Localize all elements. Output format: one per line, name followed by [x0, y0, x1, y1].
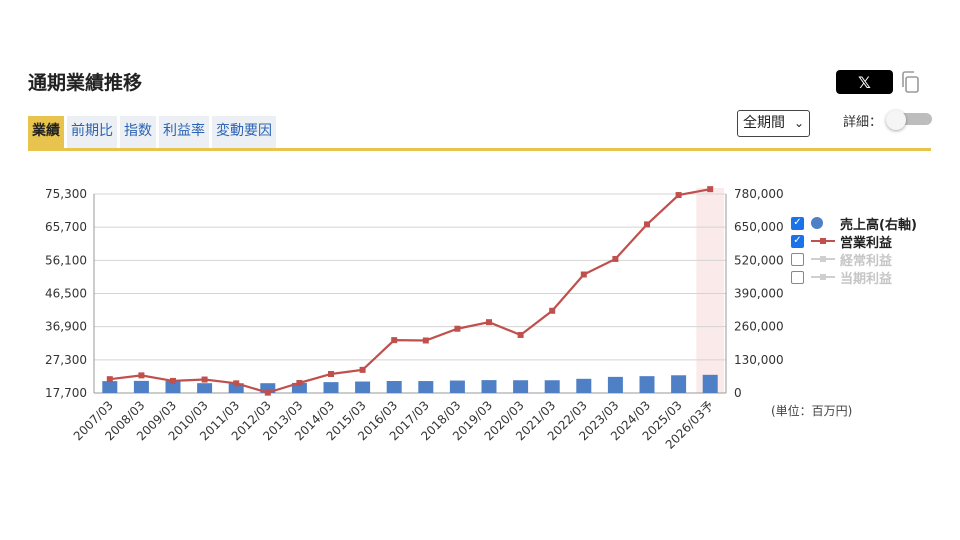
- left-axis-tick-label: 36,900: [45, 320, 87, 334]
- operating-profit-point: [422, 337, 429, 344]
- operating-profit-point: [359, 366, 366, 373]
- sales-bar: [355, 381, 371, 393]
- legend-label: 営業利益: [840, 235, 893, 251]
- operating-profit-point: [486, 319, 492, 326]
- circle-marker-icon: [811, 217, 823, 229]
- sales-bar: [576, 378, 592, 393]
- forecast-highlight: [696, 188, 724, 393]
- chart-legend: ✓ 売上高(右軸) ✓ 営業利益 経常利益 当期利益: [791, 214, 917, 287]
- operating-profit-point: [264, 389, 271, 396]
- sales-bar: [513, 380, 529, 393]
- operating-profit-point: [391, 337, 398, 344]
- share-x-button[interactable]: 𝕏: [836, 70, 893, 94]
- operating-profit-point: [170, 377, 176, 384]
- sales-bar: [418, 381, 434, 393]
- legend-label: 売上高(右軸): [840, 217, 917, 233]
- operating-profit-point: [138, 372, 145, 379]
- operating-profit-point: [296, 379, 303, 386]
- left-axis-tick-label: 46,500: [45, 287, 87, 301]
- right-axis-tick-label: 520,000: [734, 253, 784, 267]
- tab-shisu[interactable]: 指数: [120, 116, 156, 148]
- sales-bar: [671, 375, 687, 393]
- operating-profit-line: [109, 188, 711, 394]
- operating-profit-point: [675, 192, 682, 199]
- sales-bar: [449, 380, 465, 393]
- line-marker-icon: [811, 274, 835, 280]
- page-title: 通期業績推移: [28, 72, 143, 94]
- sales-bar: [133, 380, 149, 393]
- x-logo-icon: 𝕏: [858, 72, 871, 92]
- operating-profit-point: [580, 271, 587, 278]
- view-tabs: 業績 前期比 指数 利益率 変動要因: [28, 116, 279, 148]
- sales-bar: [102, 381, 118, 393]
- sales-bar: [291, 382, 307, 393]
- right-axis-tick-label: 780,000: [734, 187, 784, 201]
- sales-bar: [544, 380, 560, 393]
- right-axis-tick-label: 0: [734, 386, 742, 400]
- legend-item-operating-profit[interactable]: ✓ 営業利益: [791, 232, 917, 251]
- tab-hendo-yoin[interactable]: 変動要因: [212, 116, 276, 148]
- toggle-knob: [886, 110, 906, 130]
- detail-label: 詳細：: [843, 115, 883, 130]
- sales-bar: [260, 383, 276, 393]
- legend-checkbox-ordinary-profit[interactable]: [791, 252, 804, 266]
- operating-profit-point: [549, 307, 556, 314]
- sales-bar: [639, 376, 655, 393]
- sales-bar: [323, 382, 339, 393]
- right-axis-tick-label: 130,000: [734, 353, 784, 367]
- sales-bar: [197, 383, 213, 393]
- operating-profit-point: [517, 331, 524, 338]
- detail-toggle[interactable]: [886, 110, 932, 130]
- legend-label: 当期利益: [840, 271, 893, 287]
- left-axis-tick-label: 17,700: [45, 386, 87, 400]
- sales-bar: [386, 381, 402, 393]
- legend-item-ordinary-profit[interactable]: 経常利益: [791, 250, 917, 269]
- sales-bar: [228, 383, 244, 393]
- legend-item-sales[interactable]: ✓ 売上高(右軸): [791, 214, 917, 233]
- sales-bar: [481, 380, 497, 393]
- operating-profit-point: [233, 380, 240, 387]
- tab-riekiritsu[interactable]: 利益率: [159, 116, 209, 148]
- legend-checkbox-net-profit[interactable]: [791, 270, 804, 284]
- chevron-down-icon: ⌄: [793, 116, 804, 130]
- operating-profit-point: [612, 255, 619, 262]
- operating-profit-point: [644, 221, 650, 228]
- left-axis-tick-label: 75,300: [45, 187, 87, 201]
- period-select[interactable]: 全期間 ⌄: [737, 110, 810, 137]
- legend-checkbox-sales[interactable]: ✓: [791, 216, 804, 230]
- operating-profit-point: [328, 370, 334, 377]
- operating-profit-point: [454, 325, 461, 332]
- sales-bar: [702, 374, 718, 393]
- right-axis-tick-label: 650,000: [734, 220, 784, 234]
- legend-checkbox-operating-profit[interactable]: ✓: [791, 234, 804, 248]
- right-axis-tick-label: 260,000: [734, 320, 784, 334]
- operating-profit-point: [201, 376, 208, 383]
- right-axis-tick-label: 390,000: [734, 287, 784, 301]
- copy-icon[interactable]: [900, 70, 922, 94]
- sales-bar: [165, 380, 181, 393]
- line-marker-icon: [811, 238, 835, 244]
- tab-gyoseki[interactable]: 業績: [28, 116, 64, 148]
- unit-note: (単位：百万円): [771, 404, 853, 418]
- left-axis-tick-label: 56,100: [45, 253, 87, 267]
- tab-underline: [28, 148, 931, 151]
- legend-item-net-profit[interactable]: 当期利益: [791, 268, 917, 287]
- tab-zenkihi[interactable]: 前期比: [67, 116, 117, 148]
- sales-bar: [607, 376, 623, 393]
- line-marker-icon: [811, 256, 835, 262]
- left-axis-tick-label: 27,300: [45, 353, 87, 367]
- left-axis-tick-label: 65,700: [45, 220, 87, 234]
- legend-label: 経常利益: [840, 253, 893, 269]
- operating-profit-point: [707, 186, 714, 193]
- period-select-value: 全期間: [743, 115, 785, 131]
- operating-profit-point: [106, 376, 113, 383]
